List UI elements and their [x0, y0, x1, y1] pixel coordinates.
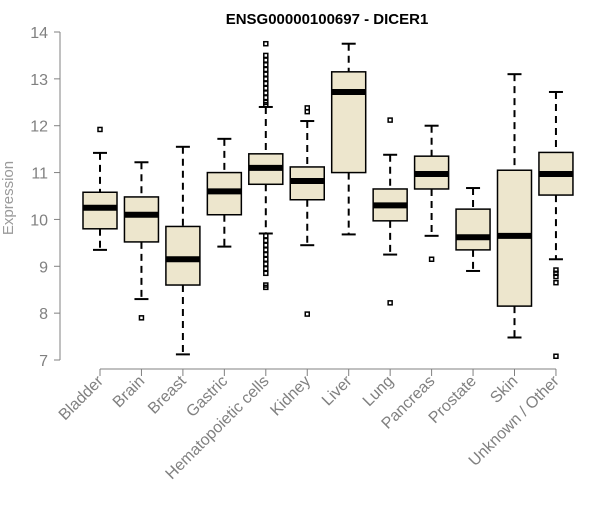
- outlier-point: [304, 108, 310, 115]
- box-group: [165, 145, 201, 356]
- outlier-point: [263, 94, 269, 101]
- y-tick-label: 14: [30, 25, 48, 42]
- box-group: [289, 105, 325, 317]
- y-axis: 7 8 9 10 11 12 13 14: [30, 25, 61, 370]
- x-tick-label: Lung: [360, 373, 397, 410]
- outlier-point: [263, 66, 269, 73]
- outlier-point: [553, 273, 559, 280]
- outlier-point: [138, 315, 145, 321]
- outlier-point: [263, 62, 269, 68]
- y-axis-title: Expression: [0, 161, 17, 235]
- box-group: [330, 42, 367, 236]
- y-tick-label: 7: [39, 353, 48, 370]
- plot-area: [82, 40, 574, 360]
- outlier-point: [387, 117, 393, 123]
- outlier-point: [263, 251, 269, 258]
- y-tick-label: 10: [30, 212, 48, 229]
- y-tick-label: 8: [39, 306, 48, 323]
- y-tick-label: 9: [39, 259, 48, 276]
- outlier-point: [304, 311, 310, 317]
- outlier-point: [263, 247, 269, 253]
- box-group: [82, 126, 118, 251]
- outlier-point: [263, 237, 269, 244]
- box-iqr: [455, 208, 491, 251]
- x-tick-label: Skin: [487, 373, 521, 407]
- outlier-point: [263, 265, 269, 272]
- outlier-point: [263, 101, 269, 108]
- outlier-point: [263, 233, 269, 239]
- outlier-point: [428, 256, 435, 263]
- box-group: [123, 161, 160, 321]
- outlier-point: [263, 80, 269, 87]
- outlier-point: [263, 256, 269, 263]
- x-tick-label: Bladder: [56, 372, 107, 423]
- box-group: [413, 124, 450, 263]
- outlier-point: [263, 57, 269, 63]
- y-tick-label: 13: [30, 72, 48, 89]
- y-tick-label: 11: [31, 166, 48, 183]
- outlier-point: [263, 85, 269, 91]
- box-group: [538, 90, 574, 360]
- box-group: [206, 137, 243, 248]
- outlier-point: [263, 261, 269, 267]
- outlier-point: [553, 279, 559, 286]
- outlier-point: [263, 76, 269, 82]
- outlier-point: [263, 71, 269, 77]
- x-tick-label: Brain: [110, 373, 148, 411]
- outlier-point: [553, 353, 559, 360]
- x-tick-label: Liver: [319, 372, 356, 409]
- box-group: [455, 187, 491, 272]
- y-tick-label: 12: [30, 119, 48, 136]
- outlier-point: [263, 242, 269, 248]
- outlier-point: [263, 284, 269, 291]
- box-iqr: [123, 196, 160, 243]
- x-tick-label: Kidney: [267, 373, 314, 420]
- x-tick-label: Breast: [145, 372, 190, 417]
- outlier-point: [97, 126, 103, 133]
- chart-title: ENSG00000100697 - DICER1: [226, 11, 429, 28]
- box-group: [496, 73, 533, 339]
- box-group: [248, 40, 284, 291]
- box-iqr: [165, 225, 201, 286]
- outlier-point: [263, 40, 269, 47]
- outlier-point: [387, 300, 393, 306]
- outlier-point: [263, 90, 269, 96]
- box-iqr: [330, 71, 367, 174]
- outlier-point: [263, 52, 269, 59]
- box-group: [372, 117, 408, 306]
- outlier-point: [263, 270, 269, 277]
